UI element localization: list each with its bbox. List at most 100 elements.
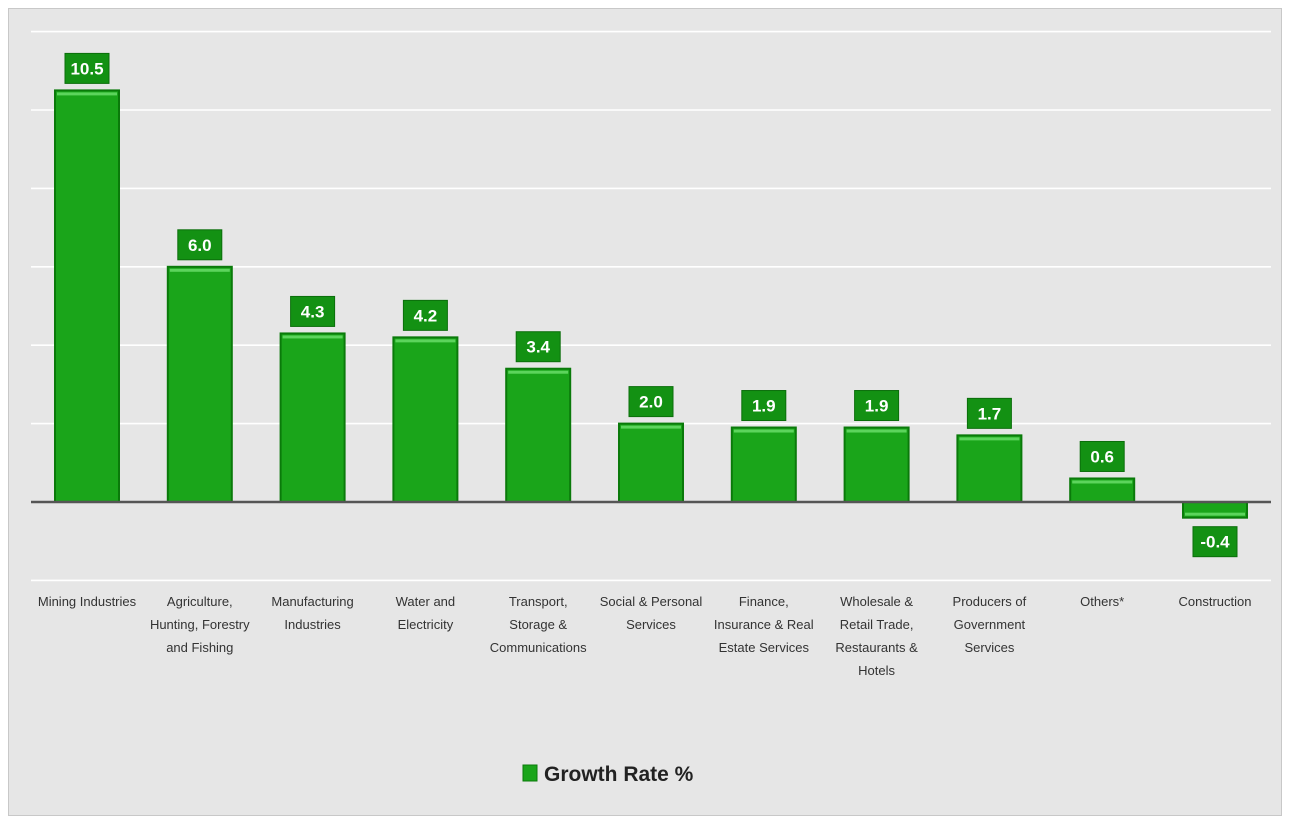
- category-label-line: Transport,: [509, 594, 568, 609]
- data-label-text: 10.5: [70, 59, 103, 78]
- category-label-line: Water and: [396, 594, 456, 609]
- bar-body: [166, 265, 233, 503]
- data-label-box: [1192, 526, 1238, 558]
- bar-chart: 10.5 6.0 4.3 4.2 3.4 2.0 1.9 1.9 1.7 0.6 -0.4 Mini…: [31, 30, 1271, 786]
- bar-highlight: [1072, 480, 1133, 484]
- bar: [279, 332, 346, 503]
- bar-highlight: [169, 268, 230, 272]
- data-label: 0.6: [1079, 440, 1125, 472]
- data-label-box: [1079, 440, 1125, 472]
- bar: [1069, 477, 1136, 504]
- category-labels: Mining Industries Agriculture, Hunting, Fo…: [38, 594, 1252, 678]
- bar-highlight: [395, 339, 456, 343]
- category-label-line: Agriculture,: [167, 594, 233, 609]
- bar: [618, 422, 684, 504]
- bar-highlight: [959, 437, 1020, 441]
- category-label: Wholesale & Retail Trade, Restaurants & Hot…: [835, 594, 918, 678]
- category-label: Finance, Insurance & Real Estate Services: [714, 594, 814, 655]
- data-label: 1.9: [741, 390, 787, 422]
- bar: [505, 367, 572, 503]
- bars: [54, 89, 1248, 519]
- data-label-text: 6.0: [188, 236, 212, 255]
- bar-highlight: [846, 429, 907, 433]
- bar-body: [279, 332, 346, 503]
- category-label-line: Finance,: [739, 594, 789, 609]
- category-label: Agriculture, Hunting, Forestry and Fishing: [150, 594, 250, 655]
- data-label-box: [741, 390, 787, 422]
- data-label-text: 0.6: [1090, 447, 1114, 466]
- bar: [956, 434, 1023, 503]
- legend: Growth Rate %: [522, 763, 694, 786]
- category-label-line: Others*: [1080, 594, 1124, 609]
- category-label-line: Insurance & Real: [714, 617, 814, 632]
- data-label-box: [628, 386, 674, 418]
- data-label-box: [966, 397, 1012, 429]
- category-label: Producers of Government Services: [953, 594, 1027, 655]
- category-label-line: Estate Services: [719, 640, 810, 655]
- data-label: 2.0: [628, 386, 674, 418]
- bar-body: [618, 422, 684, 504]
- bar-body: [505, 367, 572, 503]
- category-label-line: and Fishing: [166, 640, 233, 655]
- bar: [166, 265, 233, 503]
- bar-highlight: [733, 429, 794, 433]
- category-label: Water and Electricity: [396, 594, 456, 632]
- category-label: Transport, Storage & Communications: [490, 594, 587, 655]
- bar: [730, 426, 797, 503]
- bar-body: [730, 426, 797, 503]
- chart-area: 10.5 6.0 4.3 4.2 3.4 2.0 1.9 1.9 1.7 0.6 -0.4 Mini…: [8, 8, 1282, 816]
- data-label-text: 4.3: [301, 302, 325, 321]
- bar-body: [956, 434, 1023, 503]
- category-label-line: Electricity: [398, 617, 454, 632]
- bar: [843, 426, 910, 503]
- category-label-line: Wholesale &: [840, 594, 913, 609]
- data-label-box: [402, 299, 448, 331]
- category-label-line: Mining Industries: [38, 594, 137, 609]
- data-label: 10.5: [64, 52, 110, 84]
- data-label-text: 3.4: [526, 338, 550, 357]
- bar: [1182, 501, 1248, 519]
- data-label-text: -0.4: [1200, 533, 1230, 552]
- gridlines: [31, 30, 1271, 582]
- bar-body: [843, 426, 910, 503]
- legend-label: Growth Rate %: [544, 763, 694, 786]
- bar-highlight: [1185, 512, 1245, 516]
- data-label-text: 2.0: [639, 393, 663, 412]
- data-label-text: 4.2: [414, 306, 438, 325]
- data-label-text: 1.9: [752, 397, 776, 416]
- data-label: 1.7: [966, 397, 1012, 429]
- bar-highlight: [57, 92, 117, 96]
- category-label-line: Services: [626, 617, 676, 632]
- data-label: 4.2: [402, 299, 448, 331]
- category-label: Mining Industries: [38, 594, 137, 609]
- data-labels: 10.5 6.0 4.3 4.2 3.4 2.0 1.9 1.9 1.7 0.6 -0.4: [64, 52, 1238, 558]
- category-label-line: Government: [954, 617, 1026, 632]
- category-label-line: Restaurants &: [835, 640, 918, 655]
- bar: [54, 89, 120, 504]
- data-label-text: 1.7: [978, 404, 1002, 423]
- category-label-line: Hunting, Forestry: [150, 617, 250, 632]
- bar-body: [392, 336, 459, 503]
- data-label-box: [177, 229, 223, 261]
- category-label: Social & Personal Services: [600, 594, 703, 632]
- data-label: 3.4: [515, 331, 561, 363]
- data-label-box: [515, 331, 561, 363]
- data-label: 4.3: [290, 295, 336, 327]
- bar-highlight: [508, 370, 569, 374]
- data-label-text: 1.9: [865, 397, 889, 416]
- category-label-line: Industries: [284, 617, 341, 632]
- data-label-box: [290, 295, 336, 327]
- legend-swatch: [522, 764, 538, 782]
- category-label-line: Communications: [490, 640, 587, 655]
- category-label-line: Construction: [1179, 594, 1252, 609]
- data-label: -0.4: [1192, 526, 1238, 558]
- category-label: Others*: [1080, 594, 1124, 609]
- category-label-line: Hotels: [858, 663, 895, 678]
- data-label: 6.0: [177, 229, 223, 261]
- data-label-box: [854, 390, 900, 422]
- data-label: 1.9: [854, 390, 900, 422]
- category-label-line: Services: [964, 640, 1014, 655]
- category-label: Construction: [1179, 594, 1252, 609]
- category-label-line: Storage &: [509, 617, 567, 632]
- category-label-line: Retail Trade,: [840, 617, 914, 632]
